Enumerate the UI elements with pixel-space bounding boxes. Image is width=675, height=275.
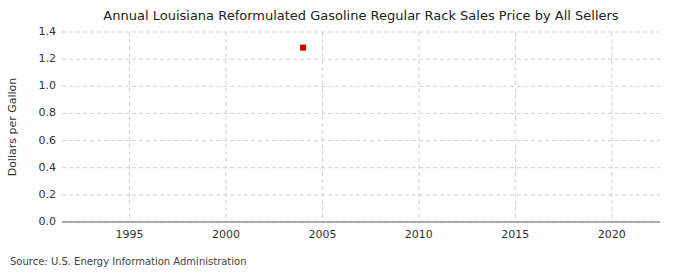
y-tick-label: 0.0 [39,215,57,228]
x-grid-line [418,32,419,222]
grid [62,32,660,222]
y-grid-line [62,113,660,114]
y-tick-label: 0.8 [39,106,57,119]
y-tick-label: 1.2 [39,52,57,65]
y-tick-label: 0.4 [39,161,57,174]
y-grid-line [62,32,660,33]
y-tick-label: 1.4 [39,25,57,38]
x-grid-line [322,32,323,222]
y-tick-label: 0.2 [39,188,57,201]
y-grid-line [62,222,660,223]
x-axis-line [62,222,660,223]
y-grid-line [62,140,660,141]
x-grid-line [515,32,516,222]
x-tick-label: 2010 [405,228,433,241]
y-grid-line [62,194,660,195]
chart-svg: 0.0 0.2 0.4 0.6 0.8 1.0 1.2 1.4 1995 2000 2005 2010… [0,0,675,275]
axes: 0.0 0.2 0.4 0.6 0.8 1.0 1.2 1.4 1995 2000 2005 2010… [39,25,661,241]
y-tick-label: 0.6 [39,134,57,147]
data-points [300,45,306,51]
y-grid-line [62,167,660,168]
y-grid-line [62,86,660,87]
x-tick-label: 2000 [212,228,240,241]
x-tick-label: 2020 [598,228,626,241]
source-note: Source: U.S. Energy Information Administ… [10,256,247,267]
x-tick-label: 2005 [308,228,336,241]
x-tick-label: 2015 [501,228,529,241]
chart-container: 0.0 0.2 0.4 0.6 0.8 1.0 1.2 1.4 1995 2000 2005 2010… [0,0,675,275]
x-grid-line [129,32,130,222]
data-point [300,45,306,51]
y-grid-line [62,59,660,60]
x-tick-label: 1995 [116,228,144,241]
y-axis-label: Dollars per Gallon [6,78,19,177]
chart-title: Annual Louisiana Reformulated Gasoline R… [103,8,618,23]
y-tick-label: 1.0 [39,79,57,92]
x-grid-line [611,32,612,222]
x-grid-line [225,32,226,222]
